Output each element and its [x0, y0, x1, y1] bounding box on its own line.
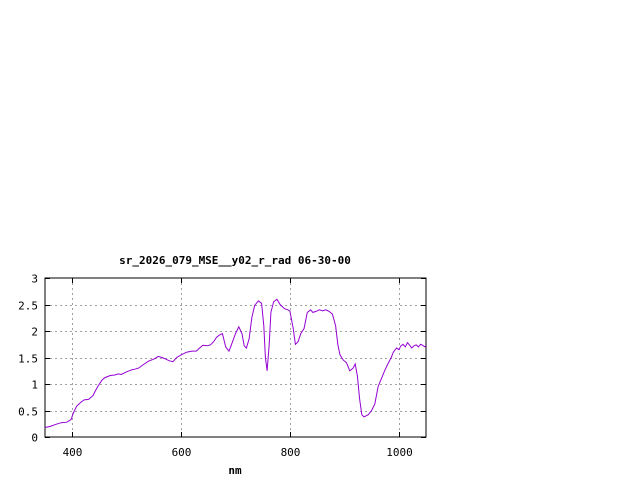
grid [45, 278, 426, 437]
x-tick-label: 800 [281, 446, 301, 459]
x-axis-label: nm [228, 464, 242, 477]
y-tick-label: 0.5 [18, 406, 38, 419]
x-tick-labels: 400 600 800 1000 [63, 446, 413, 459]
x-tick-label: 400 [63, 446, 83, 459]
y-tick-label: 2.5 [18, 300, 38, 313]
x-tick-label: 1000 [386, 446, 413, 459]
plot-frame [44, 277, 427, 438]
y-tick-label: 1.5 [18, 353, 38, 366]
chart-title: sr_2026_079_MSE__y02_r_rad 06-30-00 [119, 254, 351, 267]
y-tick-label: 0 [31, 432, 38, 445]
y-tick-labels: 0 0.5 1 1.5 2 2.5 3 [18, 273, 38, 445]
y-tick-label: 2 [31, 326, 38, 339]
axis-ticks [45, 278, 426, 438]
series-line [44, 298, 427, 428]
y-tick-label: 1 [31, 379, 38, 392]
y-tick-label: 3 [31, 273, 38, 286]
x-tick-label: 600 [172, 446, 192, 459]
